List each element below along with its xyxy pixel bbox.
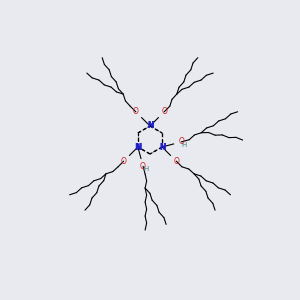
Text: O: O [178, 137, 184, 146]
Text: N: N [159, 142, 165, 152]
Text: O: O [161, 107, 167, 116]
Text: N: N [135, 142, 141, 152]
Text: N: N [135, 142, 141, 152]
Text: N: N [147, 122, 153, 130]
Text: H: H [182, 142, 187, 148]
Text: O: O [133, 107, 139, 116]
Text: N: N [159, 142, 165, 152]
Text: O: O [140, 162, 146, 171]
Text: N: N [147, 122, 153, 130]
Text: N: N [147, 122, 153, 130]
Text: N: N [135, 142, 141, 152]
Text: N: N [135, 142, 141, 152]
Text: N: N [147, 122, 153, 130]
Text: O: O [173, 157, 179, 166]
Text: O: O [121, 157, 127, 166]
Text: N: N [159, 142, 165, 152]
Text: H: H [143, 166, 148, 172]
Text: N: N [159, 142, 165, 152]
